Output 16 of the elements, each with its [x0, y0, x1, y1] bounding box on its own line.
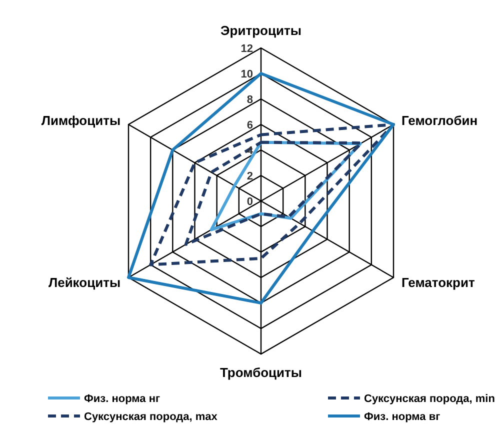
y-tick-label: 2: [246, 170, 253, 182]
spoke-label: Гемоглобин: [401, 112, 478, 128]
y-tick-label: 8: [246, 94, 253, 106]
spoke-label: Эритроциты: [220, 22, 302, 38]
legend-label: Суксунская порода, max: [84, 411, 218, 423]
spoke-label: Лимфоциты: [41, 112, 121, 128]
legend-label: Суксунская порода, min: [364, 393, 496, 405]
spoke-label: Тромбоциты: [220, 365, 302, 380]
spoke-label: Гематокрит: [401, 275, 475, 290]
y-tick-label: 0: [246, 196, 253, 208]
y-tick-label: 6: [246, 120, 253, 132]
legend-label: Физ. норма нг: [84, 393, 160, 405]
y-tick-label: 10: [240, 68, 253, 80]
legend-label: Физ. норма вг: [364, 411, 441, 423]
spoke-label: Лейкоциты: [48, 275, 121, 290]
y-tick-label: 12: [240, 43, 253, 55]
